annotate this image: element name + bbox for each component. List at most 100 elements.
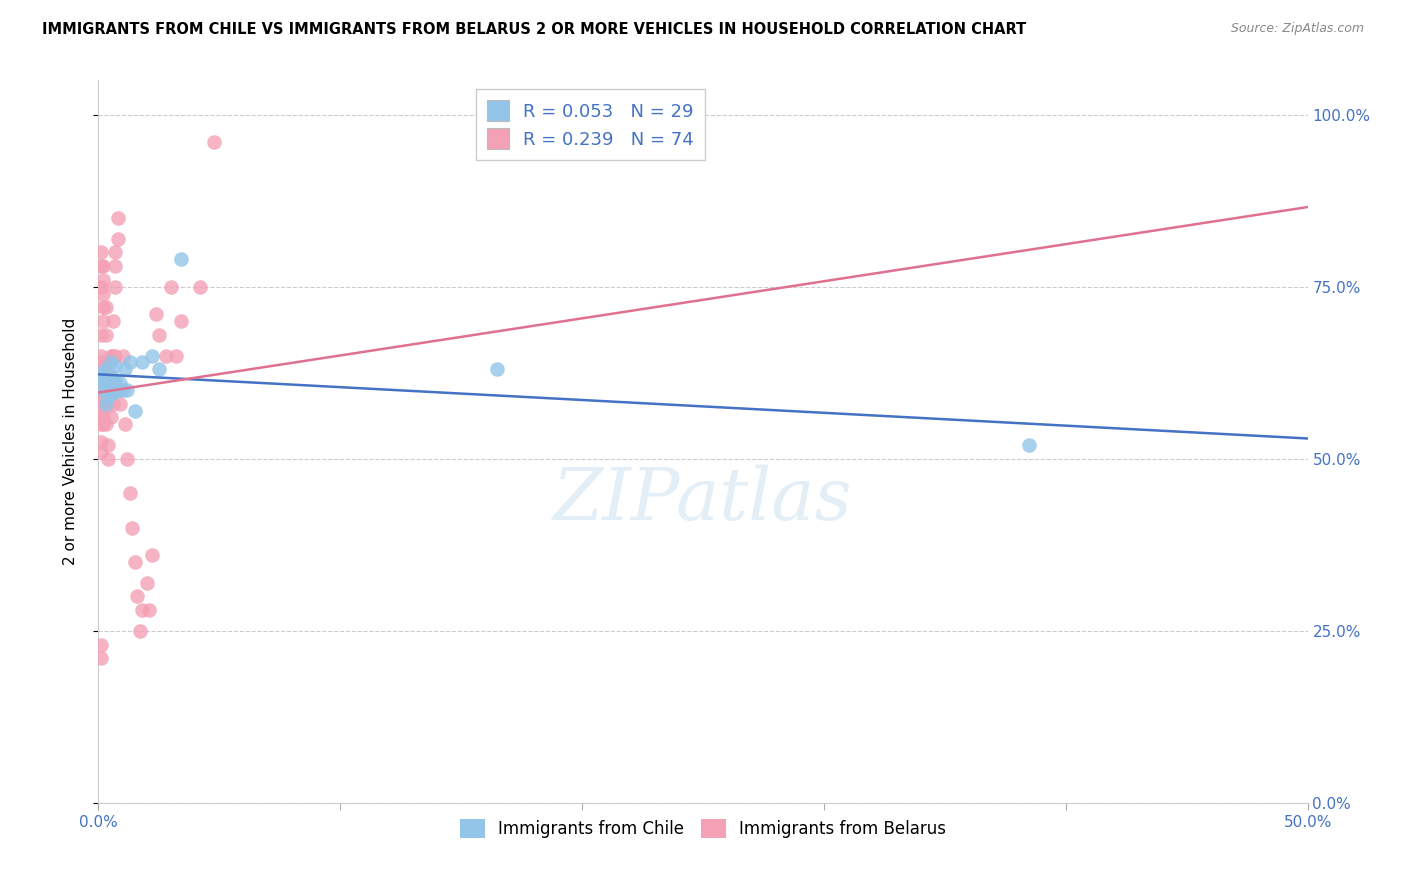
Point (114, 417, 136, 432)
Point (107, 211, 129, 225)
Point (90, 366, 112, 380)
Text: IMMIGRANTS FROM CHILE VS IMMIGRANTS FROM BELARUS 2 OR MORE VEHICLES IN HOUSEHOLD: IMMIGRANTS FROM CHILE VS IMMIGRANTS FROM… (42, 22, 1026, 37)
Point (118, 486, 141, 500)
Point (90, 373, 112, 387)
Point (135, 575, 157, 590)
Point (97, 355, 120, 369)
Point (104, 259, 127, 273)
Point (108, 383, 131, 397)
Point (131, 603, 153, 617)
Point (108, 376, 131, 390)
Point (111, 349, 134, 363)
Point (97, 390, 120, 404)
Y-axis label: 2 or more Vehicles in Household: 2 or more Vehicles in Household (63, 318, 77, 566)
Point (90, 383, 112, 397)
Point (107, 383, 129, 397)
Point (486, 362, 509, 376)
Point (148, 327, 170, 342)
Point (97, 438, 120, 452)
Point (141, 548, 163, 562)
Point (97, 369, 120, 384)
Point (121, 520, 143, 534)
Point (124, 403, 146, 417)
Point (90, 651, 112, 665)
Point (90, 417, 112, 432)
Point (90, 390, 112, 404)
Point (90, 349, 112, 363)
Point (91, 362, 114, 376)
Point (91, 314, 114, 328)
Point (94, 301, 117, 315)
Point (101, 314, 124, 328)
Point (94, 397, 117, 411)
Point (90, 245, 112, 260)
Point (160, 279, 183, 293)
Point (91, 286, 114, 301)
Point (127, 590, 149, 604)
Point (91, 301, 114, 315)
Point (101, 373, 124, 387)
Point (100, 373, 122, 387)
Point (91, 383, 114, 397)
Point (104, 373, 127, 387)
Point (114, 362, 136, 376)
Point (94, 369, 117, 384)
Point (165, 349, 187, 363)
Point (91, 259, 114, 273)
Point (204, 135, 226, 149)
Point (141, 349, 163, 363)
Point (90, 397, 112, 411)
Point (155, 349, 177, 363)
Point (94, 362, 117, 376)
Point (91, 273, 114, 287)
Point (97, 451, 120, 466)
Point (90, 638, 112, 652)
Point (104, 349, 127, 363)
Legend: Immigrants from Chile, Immigrants from Belarus: Immigrants from Chile, Immigrants from B… (453, 813, 953, 845)
Point (94, 376, 117, 390)
Point (94, 397, 117, 411)
Point (90, 355, 112, 369)
Point (97, 383, 120, 397)
Point (104, 359, 127, 373)
Point (101, 386, 124, 401)
Point (188, 279, 211, 293)
Point (101, 349, 124, 363)
Point (100, 369, 122, 384)
Point (90, 279, 112, 293)
Point (94, 383, 117, 397)
Point (101, 397, 124, 411)
Point (117, 451, 139, 466)
Point (128, 624, 150, 638)
Point (94, 327, 117, 342)
Point (111, 383, 134, 397)
Point (169, 252, 191, 267)
Point (145, 307, 167, 321)
Text: Source: ZipAtlas.com: Source: ZipAtlas.com (1230, 22, 1364, 36)
Point (117, 383, 139, 397)
Point (104, 245, 127, 260)
Point (91, 369, 114, 384)
Point (91, 390, 114, 404)
Point (107, 231, 129, 245)
Point (108, 397, 131, 411)
Point (90, 369, 112, 384)
Point (90, 410, 112, 425)
Point (104, 279, 127, 293)
Point (90, 445, 112, 459)
Point (97, 373, 120, 387)
Point (100, 410, 122, 425)
Point (90, 259, 112, 273)
Point (118, 355, 141, 369)
Point (169, 314, 191, 328)
Point (91, 417, 114, 432)
Point (94, 400, 117, 414)
Point (148, 362, 170, 376)
Point (1018, 438, 1040, 452)
Point (100, 383, 122, 397)
Point (131, 355, 153, 369)
Point (90, 327, 112, 342)
Point (90, 434, 112, 449)
Point (101, 383, 124, 397)
Point (100, 349, 122, 363)
